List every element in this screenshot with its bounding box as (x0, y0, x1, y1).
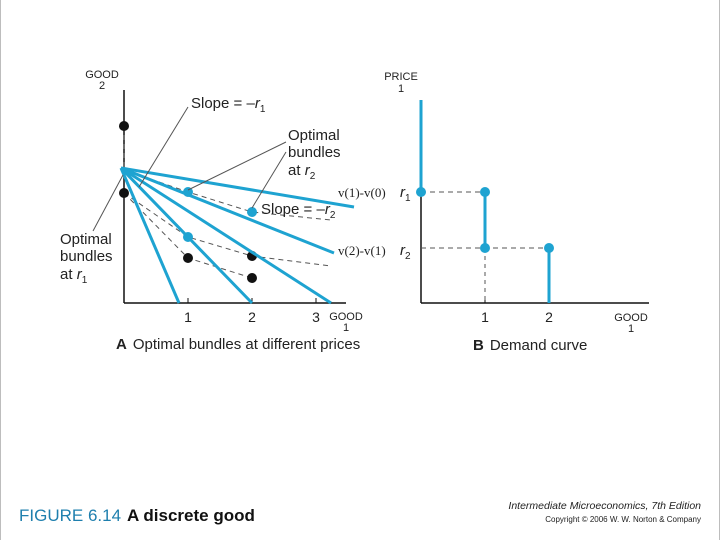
panel-a-tick-label-2: 2 (248, 309, 256, 325)
bundle-point-black (183, 253, 193, 263)
panel-a-tick-label-3: 3 (312, 309, 320, 325)
optimal-r2-label-line3: at r2 (288, 162, 316, 182)
leader-line-slope-r1 (138, 106, 189, 188)
price-r1-label: r1 (400, 184, 411, 204)
panel-a-x-axis-label-sub: 1 (343, 322, 349, 334)
panel-b-caption: B Demand curve (473, 337, 587, 354)
bundle-point-black (247, 273, 257, 283)
panel-b-y-axis-label: PRICE (384, 71, 418, 83)
panel-a-tick-label-1: 1 (184, 309, 192, 325)
budget-line-r2-long (120, 166, 355, 209)
panel-b-tick-label-2: 2 (545, 309, 553, 325)
leader-line-optimal-r2 (251, 151, 287, 209)
slope-r2-label: Slope = –r2 (261, 201, 336, 221)
panel-b-x-axis-label-sub: 1 (628, 323, 634, 335)
budget-line-steep-3 (120, 166, 332, 305)
panel-a-y-axis-label: GOOD (85, 69, 119, 81)
demand-point (480, 187, 490, 197)
copyright-notice: Copyright © 2006 W. W. Norton & Company (545, 515, 701, 524)
book-title: Intermediate Microeconomics, 7th Edition (508, 500, 701, 512)
leader-line-optimal-r2 (187, 141, 287, 191)
optimal-r1-label-line3: at r1 (60, 266, 88, 286)
bundle-point-black (119, 188, 129, 198)
budget-line-steep-1 (119, 167, 181, 304)
leader-line-optimal-r1 (92, 174, 124, 232)
demand-point (480, 243, 490, 253)
figure-caption: FIGURE 6.14 A discrete good (19, 506, 255, 525)
reservation-price-diff-1: v(1)-v(0) (338, 185, 386, 200)
price-r2-label: r2 (400, 242, 411, 262)
panel-b-tick-label-1: 1 (481, 309, 489, 325)
panel-a: GOOD 2 GOOD 1 1 2 3 (60, 69, 363, 353)
budget-line-r1-long (120, 166, 335, 255)
panel-a-caption: A Optimal bundles at different prices (116, 336, 360, 353)
panel-b: PRICE 1 GOOD 1 1 2 r1 r2 v(1)-v(0) v(2)-… (338, 71, 649, 354)
optimal-bundle-point (247, 207, 257, 217)
slope-r1-label: Slope = –r1 (191, 95, 266, 115)
demand-point (416, 187, 426, 197)
optimal-r2-label-line2: bundles (288, 144, 341, 161)
optimal-bundle-point (183, 187, 193, 197)
demand-point (544, 243, 554, 253)
optimal-r1-label-line1: Optimal (60, 231, 112, 248)
optimal-bundle-point (183, 232, 193, 242)
panel-b-y-axis-label-sub: 1 (398, 83, 404, 95)
panel-b-x-axis-label: GOOD (614, 312, 648, 324)
bundle-point-black (119, 121, 129, 131)
optimal-r1-label-line2: bundles (60, 248, 113, 265)
reservation-price-diff-2: v(2)-v(1) (338, 243, 386, 258)
footer: FIGURE 6.14 A discrete good Intermediate … (19, 500, 701, 525)
panel-a-x-axis-label: GOOD (329, 311, 363, 323)
optimal-r2-label-line1: Optimal (288, 127, 340, 144)
indifference-curve-lower (123, 192, 332, 267)
panel-a-y-axis-label-sub: 2 (99, 80, 105, 92)
